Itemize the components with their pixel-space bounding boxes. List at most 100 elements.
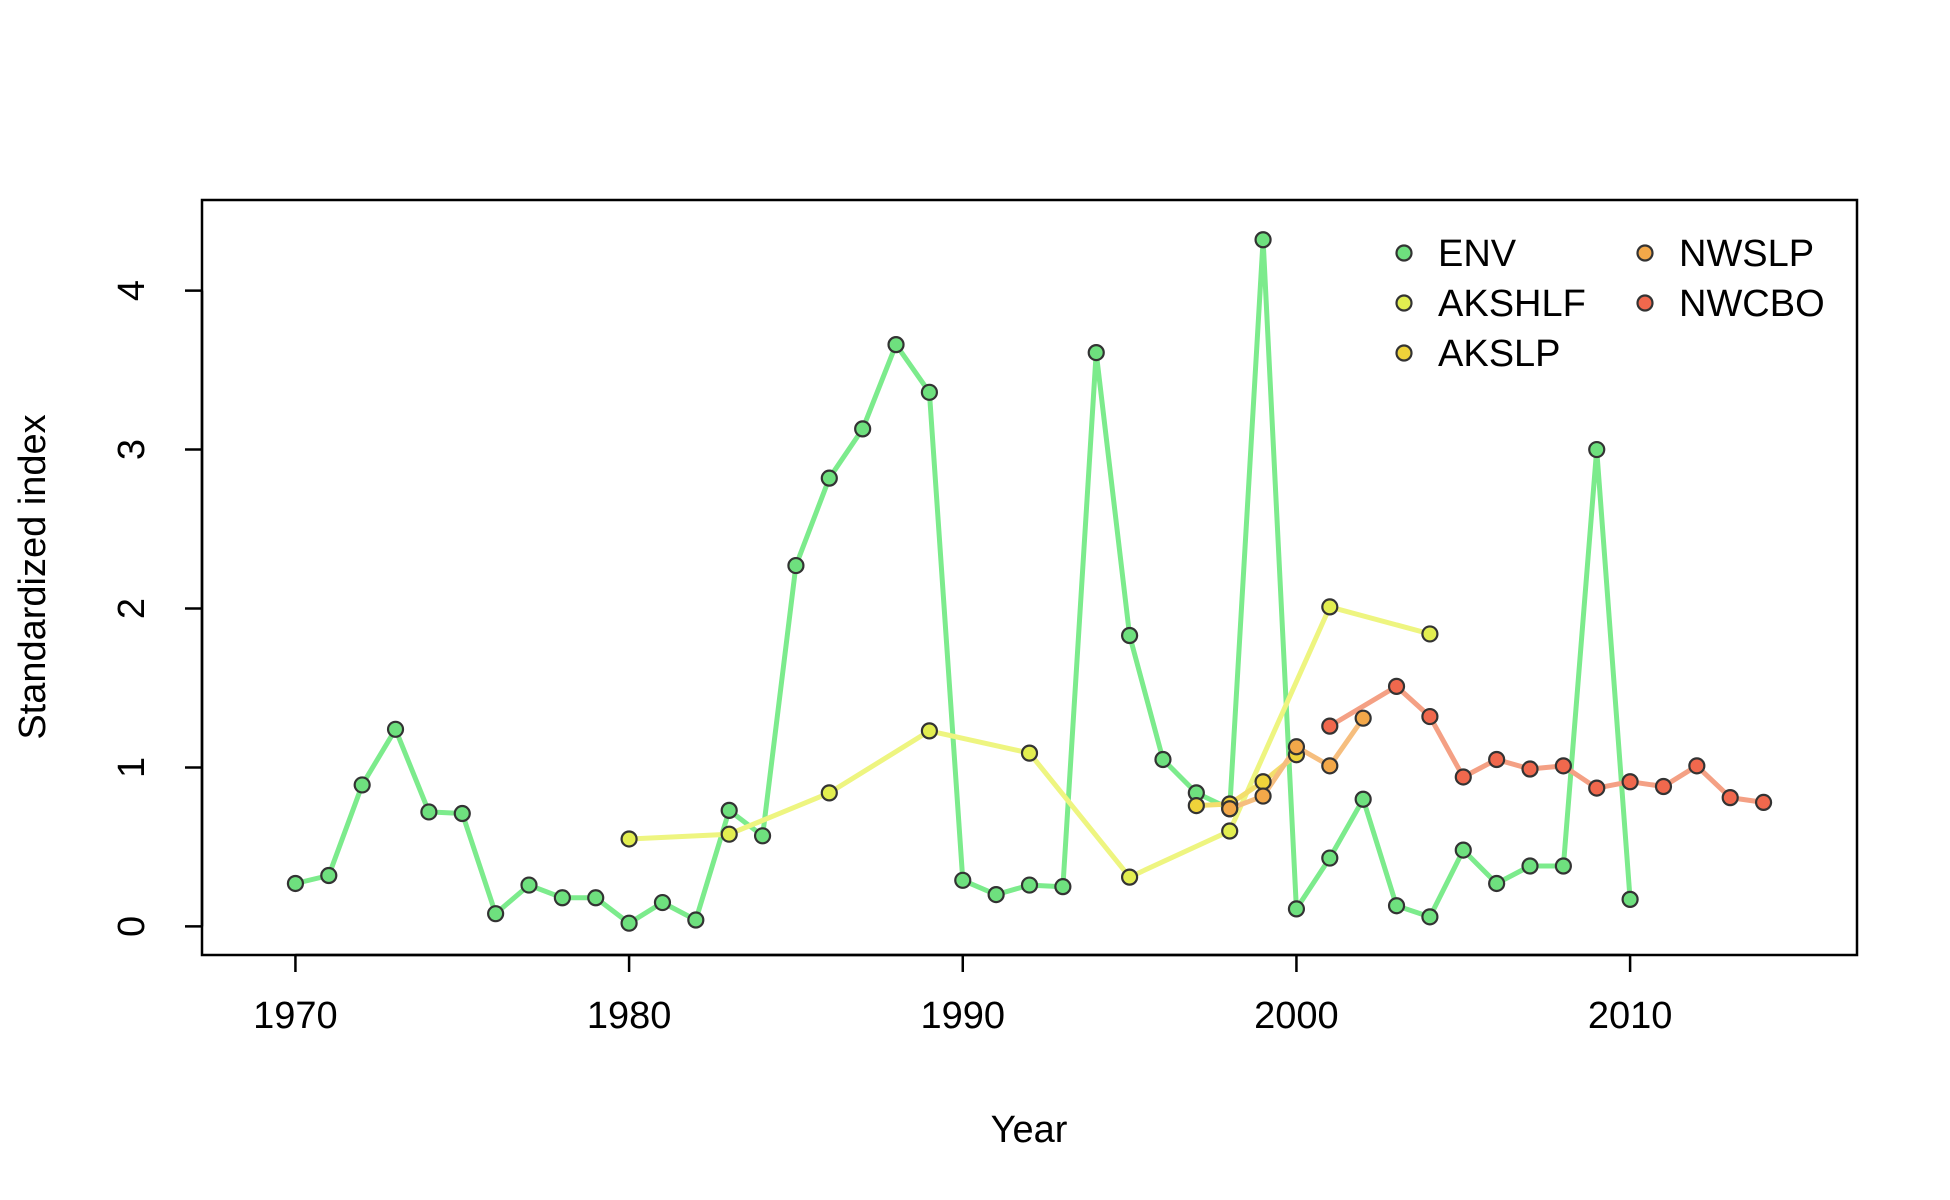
x-tick-label: 2010 — [1588, 995, 1673, 1037]
data-point-env — [386, 720, 405, 738]
legend-item-nwcbo: NWCBO — [1636, 283, 1825, 325]
legend-marker-env — [1395, 244, 1413, 262]
data-point-env — [520, 876, 538, 894]
y-tick-label: 3 — [111, 439, 153, 460]
legend-marker-nwcbo — [1636, 294, 1654, 312]
data-point-nwcbo — [1421, 707, 1439, 726]
data-point-env — [920, 383, 938, 401]
legend-item-akslp: AKSLP — [1395, 333, 1561, 375]
data-point-env — [1154, 750, 1172, 769]
data-point-nwcbo — [1688, 757, 1706, 775]
data-point-env — [687, 911, 705, 929]
data-point-env — [320, 866, 338, 885]
data-point-env — [954, 871, 972, 889]
data-point-nwcbo — [1454, 768, 1472, 786]
x-axis: 1970 1980 1990 2000 2010 — [253, 953, 1673, 1037]
data-point-akshlf — [820, 784, 838, 802]
series-line-akshlf — [626, 604, 1433, 880]
y-tick-label: 1 — [111, 757, 153, 778]
data-point-env — [1020, 876, 1039, 894]
data-point-env — [1554, 857, 1572, 875]
data-point-env — [1254, 231, 1272, 249]
data-point-env — [1521, 857, 1539, 875]
y-tick-label: 4 — [111, 280, 153, 301]
data-point-nwcbo — [1387, 677, 1406, 695]
data-point-nwslp — [1321, 757, 1339, 775]
data-point-akshlf — [1421, 625, 1439, 643]
series-line-env — [292, 237, 1633, 926]
data-point-env — [787, 556, 805, 575]
data-point-nwslp — [1221, 800, 1239, 818]
data-point-akshlf — [920, 722, 938, 740]
data-point-akshlf — [1221, 822, 1239, 840]
x-tick-label: 1990 — [920, 995, 1005, 1037]
data-point-akshlf — [720, 825, 738, 843]
legend: ENV AKSHLF AKSLP NWSLP NWCBO — [1395, 233, 1825, 375]
data-point-nwcbo — [1554, 757, 1572, 775]
data-point-env — [753, 827, 772, 845]
y-tick-label: 2 — [111, 598, 153, 619]
data-point-env — [487, 905, 505, 923]
data-point-env — [987, 885, 1005, 904]
data-point-nwslp — [1287, 738, 1306, 756]
legend-marker-nwslp — [1636, 244, 1654, 262]
data-point-env — [653, 893, 672, 912]
data-point-nwcbo — [1588, 779, 1606, 797]
data-point-env — [453, 804, 471, 823]
plot-frame — [200, 198, 1859, 957]
data-point-env — [353, 776, 371, 794]
y-axis-label: Standardized index — [12, 414, 54, 739]
y-axis: 0 1 2 3 4 — [111, 280, 204, 937]
y-tick-label: 0 — [111, 916, 153, 937]
x-tick-label: 1980 — [587, 995, 672, 1037]
data-point-env — [553, 889, 571, 907]
data-point-nwcbo — [1321, 717, 1339, 735]
data-point-env — [1421, 908, 1439, 926]
data-point-env — [820, 469, 838, 487]
data-point-akshlf — [620, 830, 638, 848]
data-point-env — [1354, 790, 1372, 808]
legend-label-akshlf: AKSHLF — [1438, 283, 1586, 325]
data-point-env — [1121, 626, 1139, 645]
x-tick-label: 1970 — [253, 995, 338, 1037]
legend-label-env: ENV — [1438, 233, 1517, 275]
data-point-env — [420, 803, 438, 821]
data-point-nwcbo — [1754, 793, 1773, 812]
legend-marker-akslp — [1395, 344, 1413, 362]
data-point-env — [1621, 890, 1639, 908]
data-point-env — [854, 420, 872, 438]
data-point-env — [720, 801, 738, 819]
data-point-nwcbo — [1654, 777, 1673, 796]
data-point-env — [620, 914, 638, 932]
data-point-nwcbo — [1521, 760, 1539, 778]
x-axis-label: Year — [991, 1109, 1068, 1151]
legend-item-nwslp: NWSLP — [1636, 233, 1814, 275]
series-line-nwslp — [1227, 715, 1366, 812]
data-point-env — [1054, 878, 1072, 896]
data-point-env — [286, 874, 305, 893]
legend-label-nwcbo: NWCBO — [1679, 283, 1825, 325]
legend-item-akshlf: AKSHLF — [1395, 283, 1586, 325]
data-point-env — [1387, 897, 1406, 915]
series-points — [286, 231, 1773, 932]
data-point-nwcbo — [1488, 750, 1506, 769]
data-point-env — [1287, 900, 1306, 918]
data-point-akslp — [1254, 773, 1272, 791]
data-point-nwcbo — [1721, 789, 1739, 807]
data-point-nwslp — [1354, 709, 1372, 727]
data-point-nwslp — [1254, 787, 1272, 805]
x-tick-label: 2000 — [1254, 995, 1339, 1037]
data-point-env — [1087, 343, 1105, 362]
data-point-akshlf — [1121, 868, 1139, 886]
series-line-nwcbo — [1327, 683, 1767, 805]
legend-item-env: ENV — [1395, 233, 1517, 275]
data-point-nwcbo — [1621, 773, 1639, 791]
data-point-env — [587, 889, 605, 907]
legend-label-nwslp: NWSLP — [1679, 233, 1814, 275]
data-point-env — [1588, 440, 1606, 459]
data-point-akshlf — [1020, 744, 1039, 762]
data-point-akslp — [1187, 796, 1205, 815]
data-point-env — [1488, 874, 1506, 893]
legend-label-akslp: AKSLP — [1438, 333, 1561, 375]
